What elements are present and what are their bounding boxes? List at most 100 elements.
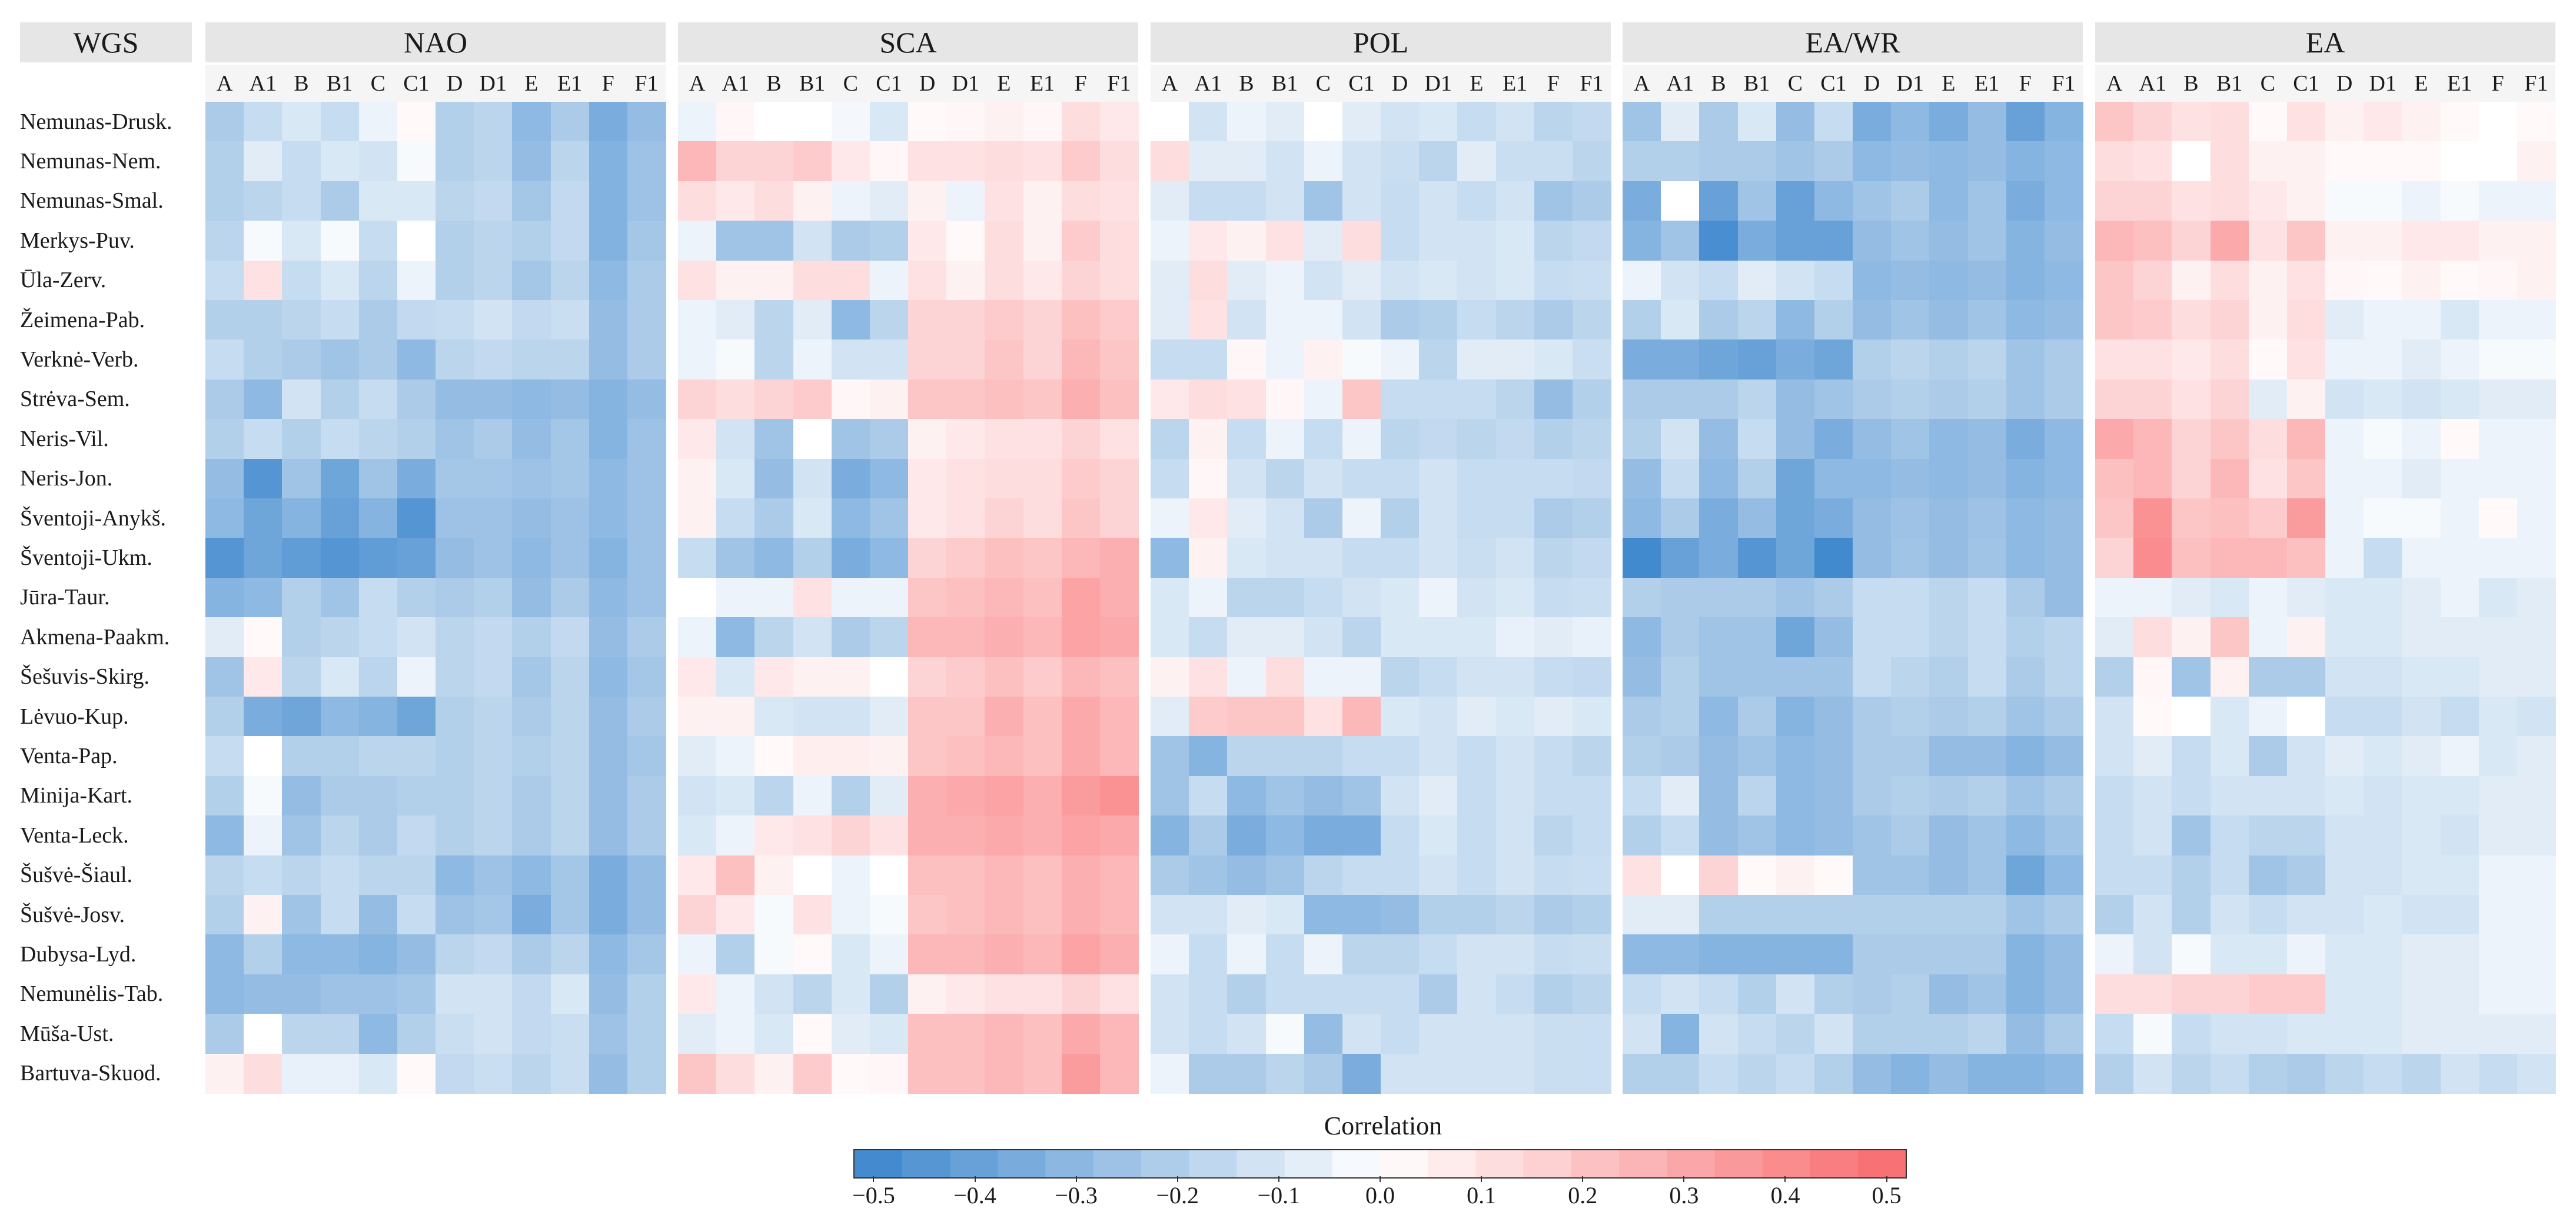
- heatmap-cell: [1495, 458, 1535, 499]
- heatmap-cell: [1737, 300, 1777, 340]
- heatmap-cell: [205, 538, 244, 578]
- heatmap-cell: [1265, 221, 1305, 261]
- heatmap-cell: [1023, 697, 1062, 737]
- heatmap-cell: [1891, 300, 1930, 340]
- heatmap-cell: [1023, 419, 1062, 460]
- heatmap-cell: [869, 775, 909, 816]
- heatmap-cell: [831, 458, 870, 499]
- heatmap-cell: [869, 577, 909, 618]
- heatmap-cell: [205, 379, 244, 420]
- heatmap-cell: [831, 538, 870, 578]
- heatmap-cell: [1967, 419, 2007, 460]
- row-label: Nemunas-Nem.: [20, 149, 161, 174]
- heatmap-cell: [716, 181, 755, 221]
- heatmap-cell: [831, 657, 870, 697]
- heatmap-cell: [474, 498, 513, 538]
- colorbar-tickmark: [1683, 1176, 1685, 1182]
- heatmap-cell: [2095, 498, 2134, 538]
- heatmap-cell: [1342, 300, 1381, 340]
- heatmap-cell: [716, 339, 755, 380]
- colorbar-tick-label: 0.2: [1568, 1182, 1598, 1209]
- heatmap-cell: [1023, 102, 1062, 142]
- heatmap-cell: [2517, 577, 2556, 618]
- heatmap-cell: [2006, 934, 2045, 975]
- heatmap-cell: [282, 538, 321, 578]
- heatmap-cell: [2364, 1014, 2402, 1054]
- heatmap-cell: [1737, 141, 1777, 182]
- heatmap-cell: [2364, 1053, 2402, 1094]
- heatmap-cell: [1814, 617, 1853, 658]
- heatmap-cell: [946, 736, 985, 777]
- column-label: B: [294, 71, 309, 96]
- heatmap-cell: [1929, 775, 1969, 816]
- heatmap-cell: [1572, 538, 1611, 578]
- heatmap-cell: [1023, 1053, 1062, 1094]
- column-label: A1: [249, 71, 277, 96]
- heatmap-cell: [1151, 1014, 1189, 1054]
- heatmap-cell: [1023, 300, 1062, 340]
- heatmap-cell: [2478, 855, 2518, 896]
- heatmap-cell: [244, 775, 282, 816]
- heatmap-cell: [1737, 419, 1777, 460]
- heatmap-cell: [1381, 815, 1420, 856]
- heatmap-cell: [2440, 697, 2479, 737]
- heatmap-cell: [1419, 617, 1458, 658]
- heatmap-cell: [1265, 617, 1305, 658]
- heatmap-cell: [1304, 221, 1343, 261]
- heatmap-cell: [2044, 181, 2083, 221]
- heatmap-cell: [1572, 934, 1611, 975]
- legend-title: Correlation: [1324, 1111, 1442, 1140]
- heatmap-cell: [282, 1053, 321, 1094]
- heatmap-cell: [2210, 141, 2249, 182]
- heatmap-cell: [908, 419, 947, 460]
- heatmap-cell: [627, 419, 666, 460]
- heatmap-cell: [2517, 895, 2556, 935]
- heatmap-cell: [1381, 855, 1420, 896]
- heatmap-cell: [716, 657, 755, 697]
- heatmap-cell: [2210, 577, 2249, 618]
- column-label: D1: [479, 71, 507, 96]
- heatmap-cell: [1189, 419, 1228, 460]
- heatmap-cell: [244, 697, 282, 737]
- heatmap-cell: [793, 934, 832, 975]
- heatmap-cell: [1534, 419, 1573, 460]
- heatmap-cell: [1929, 815, 1969, 856]
- heatmap-cell: [320, 498, 360, 538]
- heatmap-cell: [1776, 895, 1815, 935]
- heatmap-cell: [282, 577, 321, 618]
- heatmap-cell: [1419, 855, 1458, 896]
- heatmap-cell: [2210, 458, 2249, 499]
- heatmap-cell: [2478, 458, 2518, 499]
- heatmap-cell: [282, 617, 321, 658]
- heatmap-cell: [1814, 775, 1853, 816]
- heatmap-cell: [2006, 538, 2045, 578]
- heatmap-cell: [1776, 775, 1815, 816]
- heatmap-cell: [985, 934, 1024, 975]
- heatmap-cell: [1457, 775, 1497, 816]
- heatmap-cell: [1227, 498, 1267, 538]
- heatmap-cell: [869, 300, 909, 340]
- heatmap-cell: [1967, 458, 2007, 499]
- heatmap-cell: [2044, 895, 2083, 935]
- heatmap-cell: [1151, 260, 1189, 301]
- heatmap-cell: [282, 498, 321, 538]
- heatmap-cell: [869, 419, 909, 460]
- heatmap-cell: [2440, 379, 2479, 420]
- column-label: A: [216, 71, 233, 96]
- heatmap-cell: [2286, 498, 2326, 538]
- heatmap-cell: [1737, 697, 1777, 737]
- heatmap-cell: [397, 141, 436, 182]
- heatmap-cell: [793, 815, 832, 856]
- heatmap-cell: [2133, 775, 2172, 816]
- heatmap-cell: [1623, 697, 1661, 737]
- heatmap-cell: [550, 419, 590, 460]
- heatmap-cell: [869, 498, 909, 538]
- heatmap-cell: [2364, 974, 2402, 1014]
- colorbar-tickmark: [1886, 1176, 1887, 1182]
- heatmap-cell: [1061, 895, 1101, 935]
- heatmap-cell: [2044, 974, 2083, 1014]
- heatmap-cell: [1227, 1014, 1267, 1054]
- heatmap-cell: [397, 1053, 436, 1094]
- heatmap-cell: [1661, 697, 1700, 737]
- heatmap-cell: [2402, 1053, 2441, 1094]
